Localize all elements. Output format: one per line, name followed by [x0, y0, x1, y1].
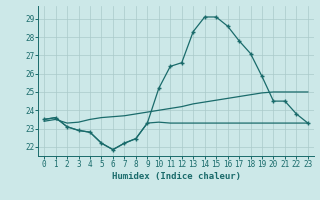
X-axis label: Humidex (Indice chaleur): Humidex (Indice chaleur) [111, 172, 241, 181]
